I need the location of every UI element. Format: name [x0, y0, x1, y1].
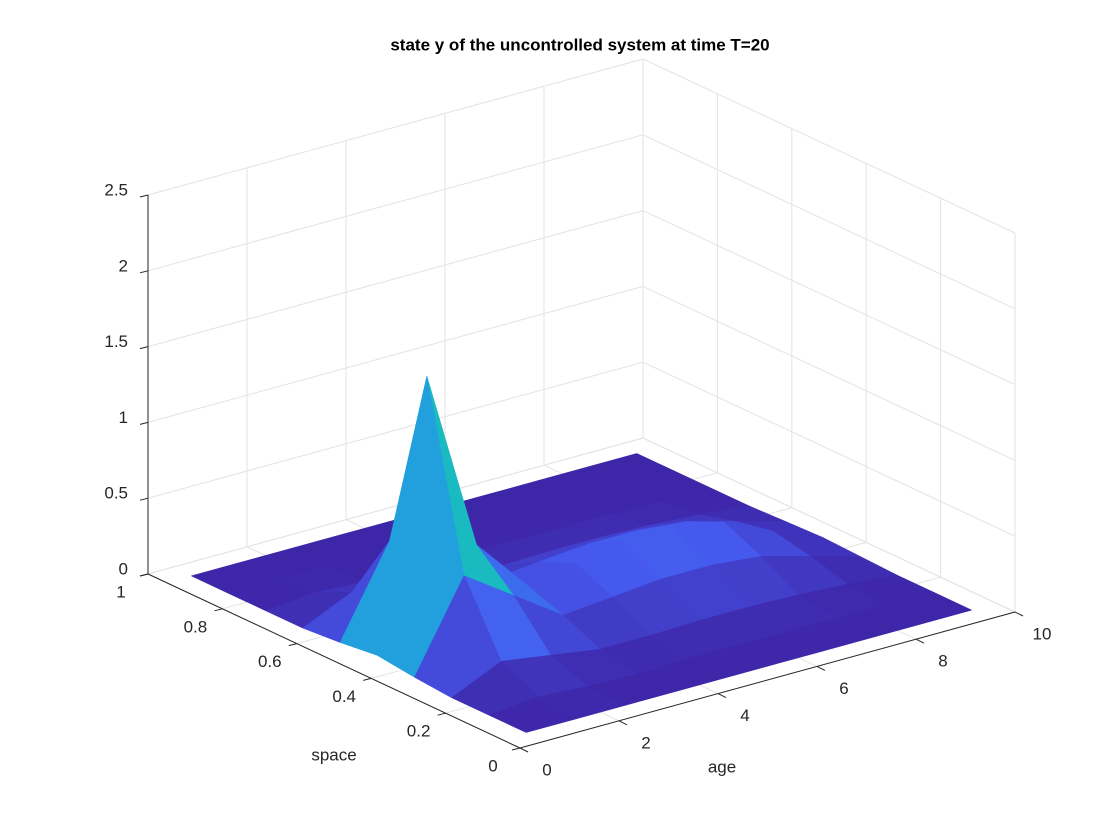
y-tick [214, 608, 223, 612]
y-tick [511, 747, 521, 751]
y-tick [288, 643, 297, 647]
x-tick [1014, 611, 1024, 617]
grid-line [642, 58, 1016, 234]
x-tick [816, 665, 826, 671]
y-axis-label: space [311, 745, 356, 764]
z-tick [139, 497, 149, 501]
x-tick-label: 4 [740, 706, 749, 725]
x-tick [519, 747, 529, 753]
z-tick [139, 421, 149, 425]
x-tick-label: 8 [938, 652, 947, 671]
z-tick-label: 0 [119, 559, 128, 578]
grid-line [642, 134, 1016, 310]
y-tick-label: 0.2 [407, 722, 431, 741]
x-tick-label: 0 [542, 760, 551, 779]
grid-line [642, 285, 1016, 461]
grid-line [147, 437, 644, 575]
z-tick [139, 346, 149, 350]
z-tick-label: 2.5 [104, 180, 128, 199]
x-tick [915, 638, 925, 644]
y-tick [363, 677, 372, 681]
y-tick-label: 0 [488, 756, 497, 775]
z-tick-label: 1.5 [104, 332, 128, 351]
y-tick-label: 0.6 [258, 652, 282, 671]
z-tick-label: 1 [119, 408, 128, 427]
x-tick-label: 6 [839, 679, 848, 698]
x-tick-label: 2 [641, 733, 650, 752]
y-tick-label: 0.4 [332, 687, 356, 706]
x-axis-label: age [708, 757, 736, 776]
surface [191, 376, 972, 733]
grid-line [147, 361, 644, 499]
y-axis-line [147, 573, 521, 749]
x-tick [618, 720, 628, 726]
x-tick-label: 10 [1033, 624, 1052, 643]
z-tick [139, 194, 149, 198]
grid-line [642, 437, 1016, 613]
grid-line [147, 58, 644, 196]
y-tick [437, 712, 446, 716]
y-tick-label: 0.8 [184, 617, 208, 636]
z-tick-label: 0.5 [104, 484, 128, 503]
chart-title: state y of the uncontrolled system at ti… [390, 35, 769, 54]
grid-line [642, 210, 1016, 386]
x-axis-line [519, 611, 1016, 749]
y-tick-label: 1 [116, 582, 125, 601]
z-tick-label: 2 [119, 256, 128, 275]
grid-line [147, 210, 644, 348]
z-tick [139, 270, 149, 274]
grid-line [642, 361, 1016, 537]
surface-face [488, 696, 576, 733]
grid-line [147, 134, 644, 272]
grid-line [147, 285, 644, 423]
y-tick [139, 573, 149, 577]
x-tick [717, 693, 727, 699]
